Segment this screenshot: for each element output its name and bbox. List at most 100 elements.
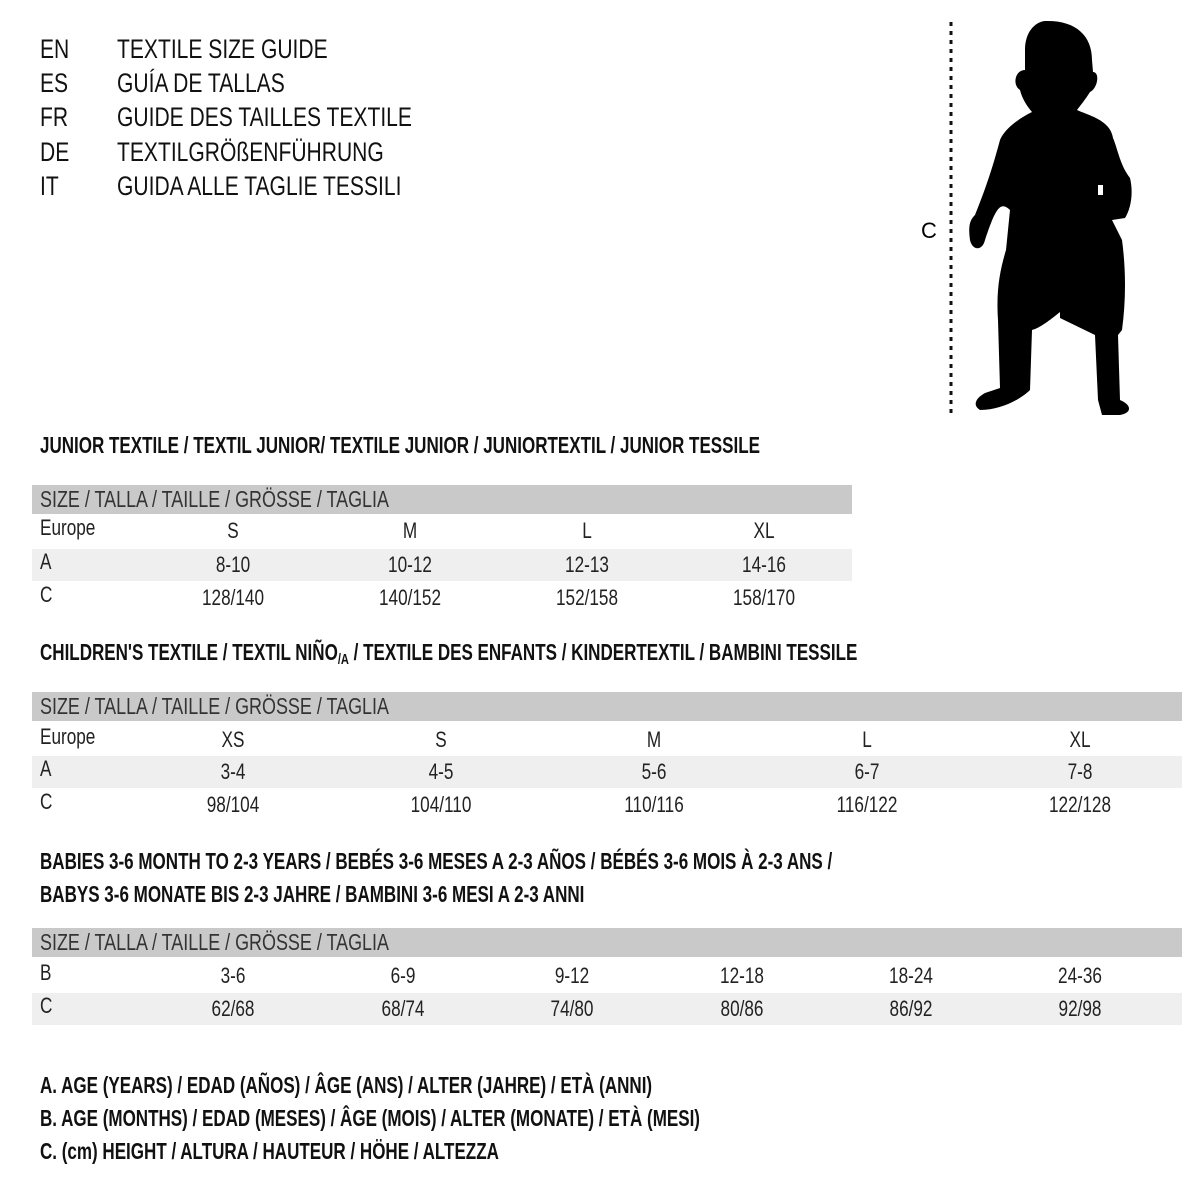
row-label-text: C — [40, 789, 53, 814]
language-title: GUÍA DE TALLAS — [117, 70, 332, 97]
table-cell: 12-13 — [565, 552, 609, 577]
size-header-bar — [32, 485, 852, 514]
table-cell: 110/116 — [624, 792, 684, 817]
language-title-text: TEXTILGRÖßENFÜHRUNG — [117, 137, 384, 167]
language-code-text: EN — [40, 34, 70, 64]
table-cell: 86/92 — [889, 996, 933, 1021]
table-cell: 5-6 — [641, 759, 667, 784]
row-label: A — [40, 758, 55, 780]
legend-text: A. AGE (YEARS) / EDAD (AÑOS) / ÂGE (ANS)… — [40, 1072, 653, 1098]
legend-item: A. AGE (YEARS) / EDAD (AÑOS) / ÂGE (ANS)… — [40, 1074, 867, 1097]
size-header-bar — [32, 928, 1182, 957]
table-cell: 14-16 — [742, 552, 786, 577]
table-cell: M — [646, 727, 662, 752]
table-cell: 18-24 — [889, 963, 933, 988]
language-title: TEXTILE SIZE GUIDE — [117, 36, 387, 63]
table-cell: S — [435, 727, 447, 752]
legend-text: B. AGE (MONTHS) / EDAD (MESES) / ÂGE (MO… — [40, 1105, 700, 1131]
table-cell: 116/122 — [836, 792, 898, 817]
language-title: GUIDA ALLE TAGLIE TESSILI — [117, 173, 482, 200]
table-cell: 9-12 — [554, 963, 590, 988]
language-code-text: ES — [40, 68, 69, 98]
row-label: C — [40, 584, 56, 606]
language-code-text: IT — [40, 171, 59, 201]
size-header-text: SIZE / TALLA / TAILLE / GRÖSSE / TAGLIA — [40, 486, 389, 512]
row-label: Europe — [40, 517, 111, 539]
baby-silhouette-figure: C — [921, 20, 1132, 415]
size-header-bar — [32, 692, 1182, 721]
table-cell: XL — [753, 518, 775, 543]
baby-silhouette-icon — [969, 20, 1132, 415]
table-cell: 140/152 — [378, 585, 442, 610]
row-label: C — [40, 791, 56, 813]
table-cell: 158/170 — [732, 585, 796, 610]
row-shade — [32, 756, 1182, 788]
row-label: A — [40, 551, 55, 573]
row-label-text: C — [40, 582, 53, 607]
table-cell: L — [582, 518, 592, 543]
row-label: C — [40, 995, 56, 1017]
table-cell: 12-18 — [720, 963, 764, 988]
language-code: DE — [40, 139, 78, 166]
table-cell: XL — [1069, 727, 1091, 752]
height-measure-label: C — [921, 218, 937, 243]
table-cell: 24-36 — [1058, 963, 1102, 988]
table-cell: 6-7 — [854, 759, 880, 784]
table-cell: 80/86 — [720, 996, 764, 1021]
legend-text: C. (cm) HEIGHT / ALTURA / HAUTEUR / HÖHE… — [40, 1138, 499, 1164]
row-label: Europe — [40, 726, 111, 748]
table-cell: 152/158 — [555, 585, 619, 610]
language-title: TEXTILGRÖßENFÜHRUNG — [117, 139, 459, 166]
legend-item: C. (cm) HEIGHT / ALTURA / HAUTEUR / HÖHE… — [40, 1140, 660, 1163]
language-code: ES — [40, 70, 76, 97]
language-title-text: GUÍA DE TALLAS — [117, 68, 285, 98]
legend-item: B. AGE (MONTHS) / EDAD (MESES) / ÂGE (MO… — [40, 1107, 932, 1130]
row-label-text: Europe — [40, 515, 96, 540]
size-header-label: SIZE / TALLA / TAILLE / GRÖSSE / TAGLIA — [40, 695, 487, 718]
table-cell: 10-12 — [388, 552, 432, 577]
table-cell: 92/98 — [1058, 996, 1102, 1021]
table-cell: 62/68 — [211, 996, 255, 1021]
table-cell: 3-6 — [220, 963, 246, 988]
language-code: IT — [40, 173, 64, 200]
table-cell: 74/80 — [550, 996, 594, 1021]
language-title-text: GUIDE DES TAILLES TEXTILE — [117, 102, 412, 132]
row-shade — [32, 993, 1182, 1025]
size-header-label: SIZE / TALLA / TAILLE / GRÖSSE / TAGLIA — [40, 488, 487, 511]
babies-heading-line-1: BABIES 3-6 MONTH TO 2-3 YEARS / BEBÉS 3-… — [40, 848, 833, 874]
table-cell: 128/140 — [201, 585, 265, 610]
row-label: B — [40, 962, 55, 984]
language-code-text: DE — [40, 137, 70, 167]
row-label-text: A — [40, 549, 52, 574]
table-cell: L — [862, 727, 872, 752]
table-cell: 98/104 — [206, 792, 260, 817]
table-cell: 8-10 — [215, 552, 251, 577]
language-title: GUIDE DES TAILLES TEXTILE — [117, 104, 495, 131]
table-cell: XS — [221, 727, 245, 752]
language-code: FR — [40, 104, 76, 131]
row-label-text: C — [40, 993, 53, 1018]
language-code-text: FR — [40, 102, 69, 132]
size-header-label: SIZE / TALLA / TAILLE / GRÖSSE / TAGLIA — [40, 931, 487, 954]
size-header-text: SIZE / TALLA / TAILLE / GRÖSSE / TAGLIA — [40, 929, 389, 955]
table-cell: 122/128 — [1048, 792, 1112, 817]
children-heading: CHILDREN'S TEXTILE / TEXTIL NIÑO/A / TEX… — [40, 639, 858, 668]
row-shade — [32, 549, 852, 581]
table-cell: 68/74 — [381, 996, 425, 1021]
babies-heading-line-2: BABYS 3-6 MONATE BIS 2-3 JAHRE / BAMBINI… — [40, 881, 585, 907]
language-title-text: GUIDA ALLE TAGLIE TESSILI — [117, 171, 402, 201]
row-label-text: A — [40, 756, 52, 781]
language-title-text: TEXTILE SIZE GUIDE — [117, 34, 328, 64]
table-cell: S — [227, 518, 239, 543]
table-cell: 7-8 — [1067, 759, 1093, 784]
table-cell: 6-9 — [390, 963, 416, 988]
row-label-text: B — [40, 960, 52, 985]
table-cell: 3-4 — [220, 759, 246, 784]
table-cell: 104/110 — [410, 792, 472, 817]
size-header-text: SIZE / TALLA / TAILLE / GRÖSSE / TAGLIA — [40, 693, 389, 719]
row-label-text: Europe — [40, 724, 96, 749]
table-cell: M — [402, 518, 418, 543]
language-code: EN — [40, 36, 78, 63]
junior-heading: JUNIOR TEXTILE / TEXTIL JUNIOR/ TEXTILE … — [40, 432, 760, 458]
table-cell: 4-5 — [428, 759, 454, 784]
